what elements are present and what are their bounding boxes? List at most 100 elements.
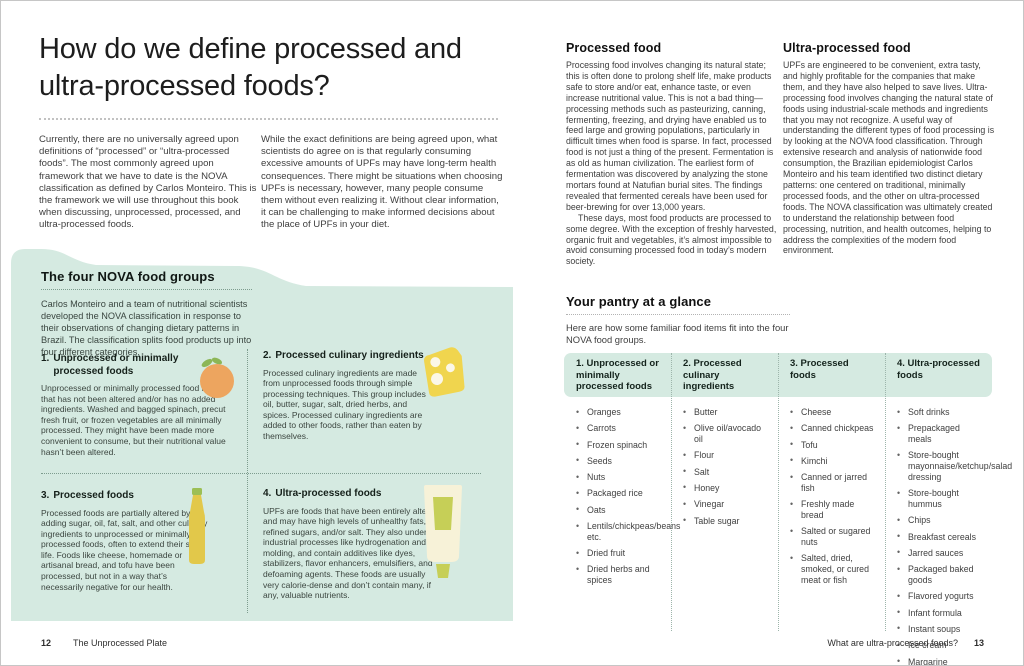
ultra-processed-food-body: UPFs are engineered to be convenient, ex… xyxy=(783,60,997,256)
pantry-item: Nuts xyxy=(576,472,664,483)
pantry-section-heading: Your pantry at a glance xyxy=(566,294,712,309)
pantry-item: Dried fruit xyxy=(576,548,664,559)
cheese-icon xyxy=(424,347,465,397)
processed-food-paragraph-2: These days, most food products are proce… xyxy=(566,212,777,267)
pantry-item: Store-bought mayonnaise/ketchup/salad dr… xyxy=(897,450,1012,482)
pantry-list-group-1: Oranges Carrots Frozen spinach Seeds Nuts Pac… xyxy=(576,407,680,592)
tube-icon xyxy=(424,485,462,578)
nova-grid-vertical-divider xyxy=(247,349,248,613)
nova-group-3-title: Processed foods xyxy=(53,490,134,501)
nova-group-3-heading: 3. Processed foods xyxy=(41,490,241,503)
left-page-number: 12 xyxy=(41,638,52,648)
pantry-item: Store-bought hummus xyxy=(897,488,985,510)
processed-food-body: Processing food involves changing its na… xyxy=(566,60,780,267)
pantry-list-group-2: Butter Olive oil/avocado oil Flour Salt Hone… xyxy=(683,407,771,532)
orange-icon xyxy=(200,357,234,398)
pantry-item: Honey xyxy=(683,482,771,494)
pantry-item: Kimchi xyxy=(790,455,878,467)
pantry-item: Oats xyxy=(576,504,664,516)
pantry-column-divider xyxy=(885,353,886,631)
pantry-item: Soft drinks xyxy=(897,407,985,418)
pantry-item: Chips xyxy=(897,515,985,526)
nova-group-4-body: UPFs are foods that have been entirely a… xyxy=(263,505,439,601)
nova-group-4-number: 4. xyxy=(263,488,272,499)
pantry-item: Infant formula xyxy=(897,607,985,619)
pantry-list-group-3: Cheese Canned chickpeas Tofu Kimchi Canned o… xyxy=(790,407,878,591)
pantry-item: Jarred sauces xyxy=(897,547,985,559)
pantry-item: Oranges xyxy=(576,407,664,418)
pantry-item: Prepackaged meals xyxy=(897,423,985,445)
pantry-item: Salt xyxy=(683,466,771,478)
pantry-item: Breakfast cereals xyxy=(897,531,985,543)
pantry-item: Packaged rice xyxy=(576,488,664,499)
pantry-item: Seeds xyxy=(576,455,664,467)
nova-heading-divider xyxy=(41,289,252,290)
ultra-processed-food-column: Ultra-processed food UPFs are engineered… xyxy=(783,41,997,256)
nova-group-3: 3. Processed foods Processed foods are p… xyxy=(41,490,241,592)
title-divider xyxy=(39,118,498,120)
nova-group-3-body: Processed foods are partially altered by… xyxy=(41,507,208,592)
nova-group-4-heading: 4. Ultra-processed foods xyxy=(263,488,481,501)
pantry-item: Salted, dried, smoked, or cured meat or … xyxy=(790,553,878,585)
processed-food-heading: Processed food xyxy=(566,41,662,55)
ultra-processed-food-paragraph: UPFs are engineered to be convenient, ex… xyxy=(783,60,995,256)
nova-group-2-number: 2. xyxy=(263,350,272,361)
book-title: The Unprocessed Plate xyxy=(73,638,168,648)
pantry-item: Dried herbs and spices xyxy=(576,564,664,586)
pantry-item: Cheese xyxy=(790,407,878,418)
pantry-item: Margarine xyxy=(897,656,985,665)
nova-group-1: 1. Unprocessed or minimally processed fo… xyxy=(41,353,241,457)
processed-food-column: Processed food Processing food involves … xyxy=(566,41,780,267)
nova-group-2: 2. Processed culinary ingredients Proces… xyxy=(263,350,481,442)
pantry-item: Lentils/chickpeas/beans etc. xyxy=(576,521,680,543)
nova-group-2-title: Processed culinary ingredients xyxy=(275,350,424,361)
left-page-footer: 12 The Unprocessed Plate xyxy=(41,638,167,648)
pantry-heading-divider xyxy=(566,314,790,315)
pantry-intro-text: Here are how some familiar food items fi… xyxy=(566,322,789,345)
pantry-item: Flavored yogurts xyxy=(897,591,985,602)
pantry-item: Canned chickpeas xyxy=(790,423,878,434)
pantry-item: Vinegar xyxy=(683,499,771,510)
page-title: How do we define processed and ultra-pro… xyxy=(39,33,462,102)
pantry-item: Tofu xyxy=(790,439,878,451)
nova-group-1-heading: 1. Unprocessed or minimally processed fo… xyxy=(41,353,241,378)
nova-group-4-title: Ultra-processed foods xyxy=(275,488,382,499)
oil-bottle-icon xyxy=(189,488,205,564)
pantry-column-divider xyxy=(778,353,779,631)
pantry-item: Canned or jarred fish xyxy=(790,472,878,494)
pantry-item: Freshly made bread xyxy=(790,499,878,521)
nova-group-3-number: 3. xyxy=(41,490,50,501)
pantry-column-divider xyxy=(671,353,672,631)
nova-intro-text: Carlos Monteiro and a team of nutritiona… xyxy=(41,299,252,357)
nova-group-1-number: 1. xyxy=(41,353,50,364)
nova-section-heading: The four NOVA food groups xyxy=(41,269,215,284)
nova-grid-horizontal-divider xyxy=(41,473,481,474)
intro-paragraph-2: While the exact definitions are being ag… xyxy=(261,134,503,231)
pantry-item: Table sugar xyxy=(683,515,771,527)
nova-group-4: 4. Ultra-processed foods UPFs are foods … xyxy=(263,488,481,601)
pantry-item: Frozen spinach xyxy=(576,439,664,451)
right-page-number: 13 xyxy=(973,638,984,648)
pantry-item: Butter xyxy=(683,407,771,418)
intro-paragraph-1: Currently, there are no universally agre… xyxy=(39,134,257,231)
pantry-item: Packaged baked goods xyxy=(897,564,985,586)
pantry-header-group-1: 1. Unprocessed or minimally processed fo… xyxy=(576,358,659,393)
nova-group-2-heading: 2. Processed culinary ingredients xyxy=(263,350,481,363)
pantry-item: Ice cream xyxy=(897,640,985,651)
nova-group-2-body: Processed culinary ingredients are made … xyxy=(263,367,426,442)
pantry-item: Flour xyxy=(683,450,771,461)
nova-group-1-title: Unprocessed or minimally processed foods xyxy=(53,353,179,377)
processed-food-paragraph-1: Processing food involves changing its na… xyxy=(566,60,774,212)
ultra-processed-food-heading: Ultra-processed food xyxy=(783,41,911,55)
pantry-header-group-2: 2. Processed culinary ingredients xyxy=(683,358,742,393)
pantry-item: Instant soups xyxy=(897,623,985,635)
chapter-title: What are ultra-processed foods? xyxy=(827,638,958,648)
green-blob-background xyxy=(11,249,513,621)
pantry-item: Carrots xyxy=(576,423,664,434)
nova-group-1-body: Unprocessed or minimally processed food … xyxy=(41,383,227,457)
right-page-footer: What are ultra-processed foods? 13 xyxy=(827,638,984,648)
pantry-header-group-3: 3. Processed foods xyxy=(790,358,849,381)
pantry-header-group-4: 4. Ultra-processed foods xyxy=(897,358,980,381)
pantry-list-group-4: Soft drinks Prepackaged meals Store-bought… xyxy=(897,407,1012,665)
